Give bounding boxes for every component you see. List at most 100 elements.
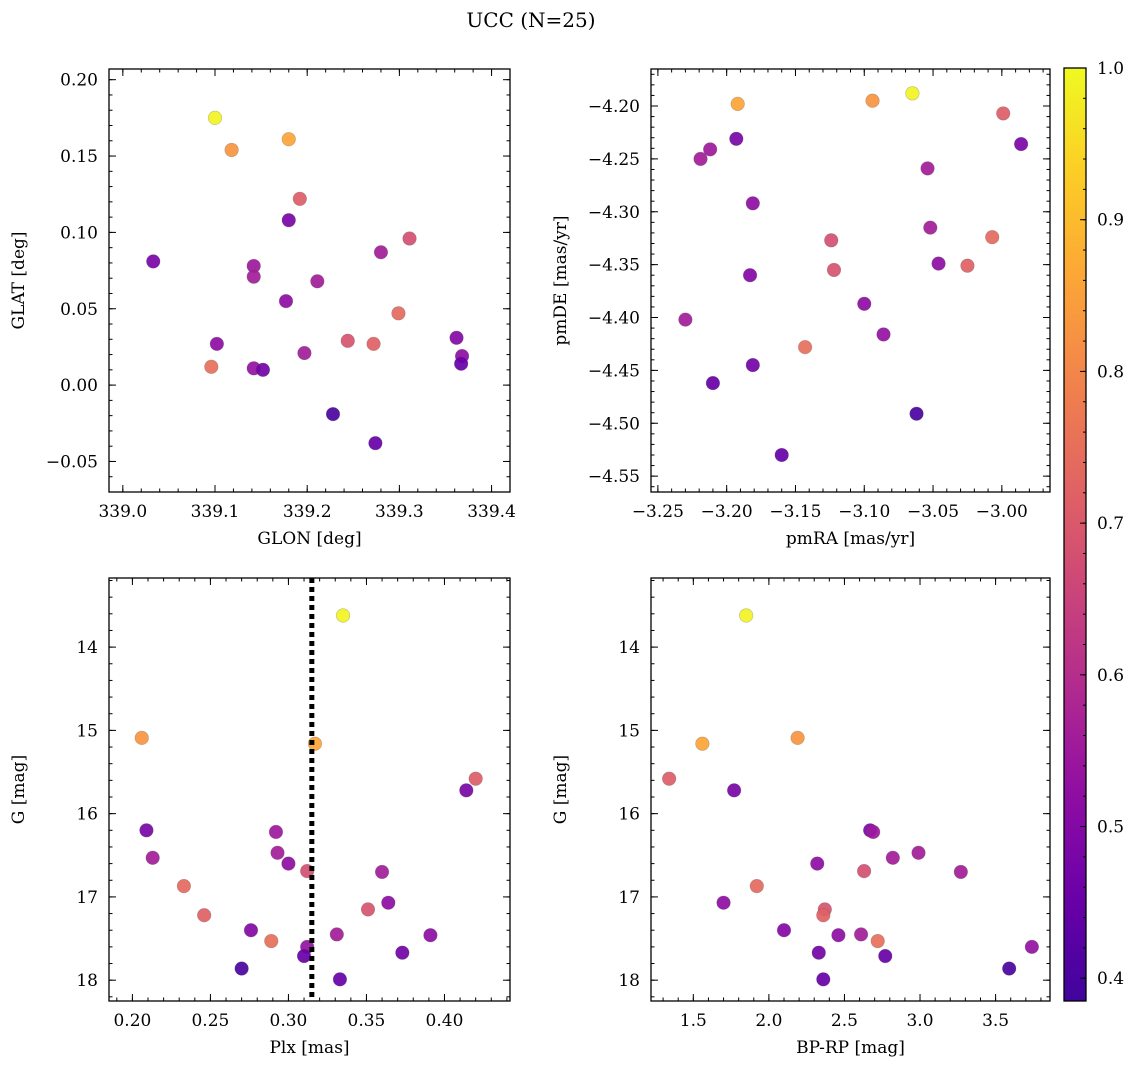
data-point	[866, 824, 881, 840]
data-point	[727, 783, 742, 798]
data-point	[329, 927, 344, 942]
y-tick-label: −4.35	[588, 256, 640, 276]
y-tick-label: −4.25	[588, 150, 640, 170]
data-point	[224, 142, 239, 158]
colorbar-frame	[1063, 67, 1087, 1002]
data-point	[197, 908, 212, 923]
data-point	[857, 864, 872, 879]
data-point	[207, 110, 223, 125]
data-point	[204, 359, 219, 374]
data-point	[270, 845, 285, 860]
data-point	[931, 256, 946, 271]
colorbar-tick-label: 0.6	[1097, 666, 1124, 686]
x-axis-label: Plx [mas]	[269, 1038, 349, 1058]
data-point	[857, 296, 872, 311]
y-axis-label: pmDE [mas/yr]	[551, 215, 571, 345]
data-point	[923, 220, 938, 235]
data-point	[960, 258, 975, 273]
data-point	[739, 608, 754, 623]
y-tick-label: 0.20	[60, 71, 98, 91]
x-tick-label: 2.5	[831, 1011, 858, 1031]
data-point	[366, 336, 381, 351]
data-point	[264, 933, 279, 949]
data-point	[909, 406, 924, 421]
data-point	[878, 948, 893, 964]
data-point	[810, 856, 825, 871]
y-tick-label: −4.45	[588, 361, 640, 381]
data-point	[695, 736, 710, 751]
data-point	[703, 142, 718, 157]
data-point	[246, 269, 261, 284]
data-point	[459, 783, 474, 798]
data-point	[1024, 939, 1039, 954]
x-tick-label: 0.25	[191, 1011, 229, 1031]
data-point	[255, 362, 271, 377]
data-point	[373, 245, 389, 260]
y-axis-label: GLAT [deg]	[9, 231, 29, 329]
data-point	[705, 375, 721, 391]
data-point	[1002, 961, 1017, 976]
data-point	[745, 358, 760, 373]
x-tick-label: 3.5	[982, 1011, 1009, 1031]
y-tick-label: 17	[618, 888, 640, 908]
y-tick-label: 0.00	[60, 376, 98, 396]
x-tick-label: −3.15	[769, 502, 821, 522]
x-tick-label: 0.35	[348, 1011, 386, 1031]
x-tick-label: −3.00	[976, 502, 1028, 522]
data-point	[292, 191, 307, 206]
data-point	[360, 902, 376, 917]
y-tick-label: 0.10	[60, 223, 98, 243]
y-tick-label: 0.05	[60, 300, 98, 320]
y-axis-label: G [mag]	[9, 755, 29, 824]
data-point	[368, 436, 383, 451]
data-point	[340, 333, 355, 348]
data-point	[268, 824, 284, 840]
data-point	[296, 948, 312, 964]
panel-bprp-g: 1.5 2.0 2.5 3.0 3.5 14 15 16 17 18 BP-RP [mag] G [m…	[551, 577, 1051, 1058]
data-point	[865, 93, 880, 108]
data-point	[454, 356, 469, 371]
data-point	[139, 823, 154, 838]
axes-frame	[650, 577, 1051, 1002]
data-point	[742, 268, 758, 283]
y-tick-label: −4.40	[588, 309, 640, 329]
data-point	[749, 878, 764, 894]
x-axis-label: pmRA [mas/yr]	[786, 529, 915, 549]
data-point	[209, 336, 224, 351]
y-tick-label: 17	[76, 888, 98, 908]
data-point	[281, 856, 296, 871]
data-point	[985, 230, 1000, 245]
data-point	[146, 254, 161, 269]
panel-plx-g: 0.20 0.25 0.30 0.35 0.40 14 15 16 17 18 Plx [mas] G…	[9, 577, 511, 1058]
data-point	[281, 213, 296, 228]
x-tick-label: 339.3	[375, 502, 424, 522]
data-point	[234, 961, 249, 976]
data-point	[853, 927, 869, 942]
data-point	[716, 895, 731, 910]
data-point	[816, 908, 831, 923]
y-tick-label: 18	[618, 971, 640, 991]
x-tick-label: 0.30	[270, 1011, 308, 1031]
y-tick-label: −4.30	[588, 203, 640, 223]
data-point	[468, 771, 483, 786]
data-point	[745, 196, 760, 211]
colorbar-tick-label: 0.8	[1097, 362, 1124, 382]
x-tick-label: 339.1	[191, 502, 240, 522]
y-tick-label: −4.20	[588, 97, 640, 117]
data-point	[449, 330, 464, 345]
axes-frame	[108, 68, 511, 493]
y-tick-label: 15	[618, 721, 640, 741]
y-tick-label: −4.50	[588, 414, 640, 434]
data-point	[797, 340, 813, 355]
data-point	[423, 928, 438, 943]
colorbar: 0.4 0.5 0.6 0.7 0.8 0.9 1.0	[1063, 59, 1124, 1002]
data-point	[996, 106, 1011, 121]
x-tick-label: 339.2	[283, 502, 332, 522]
panel-glon-glat: 339.0 339.1 339.2 339.3 339.4 −0.05 0.00 0.05 0.…	[9, 68, 516, 549]
data-point	[134, 730, 149, 745]
data-point	[243, 923, 259, 938]
colorbar-gradient	[1064, 68, 1086, 1001]
y-tick-label: 16	[76, 805, 98, 825]
data-point	[870, 933, 885, 949]
data-point	[831, 928, 846, 943]
